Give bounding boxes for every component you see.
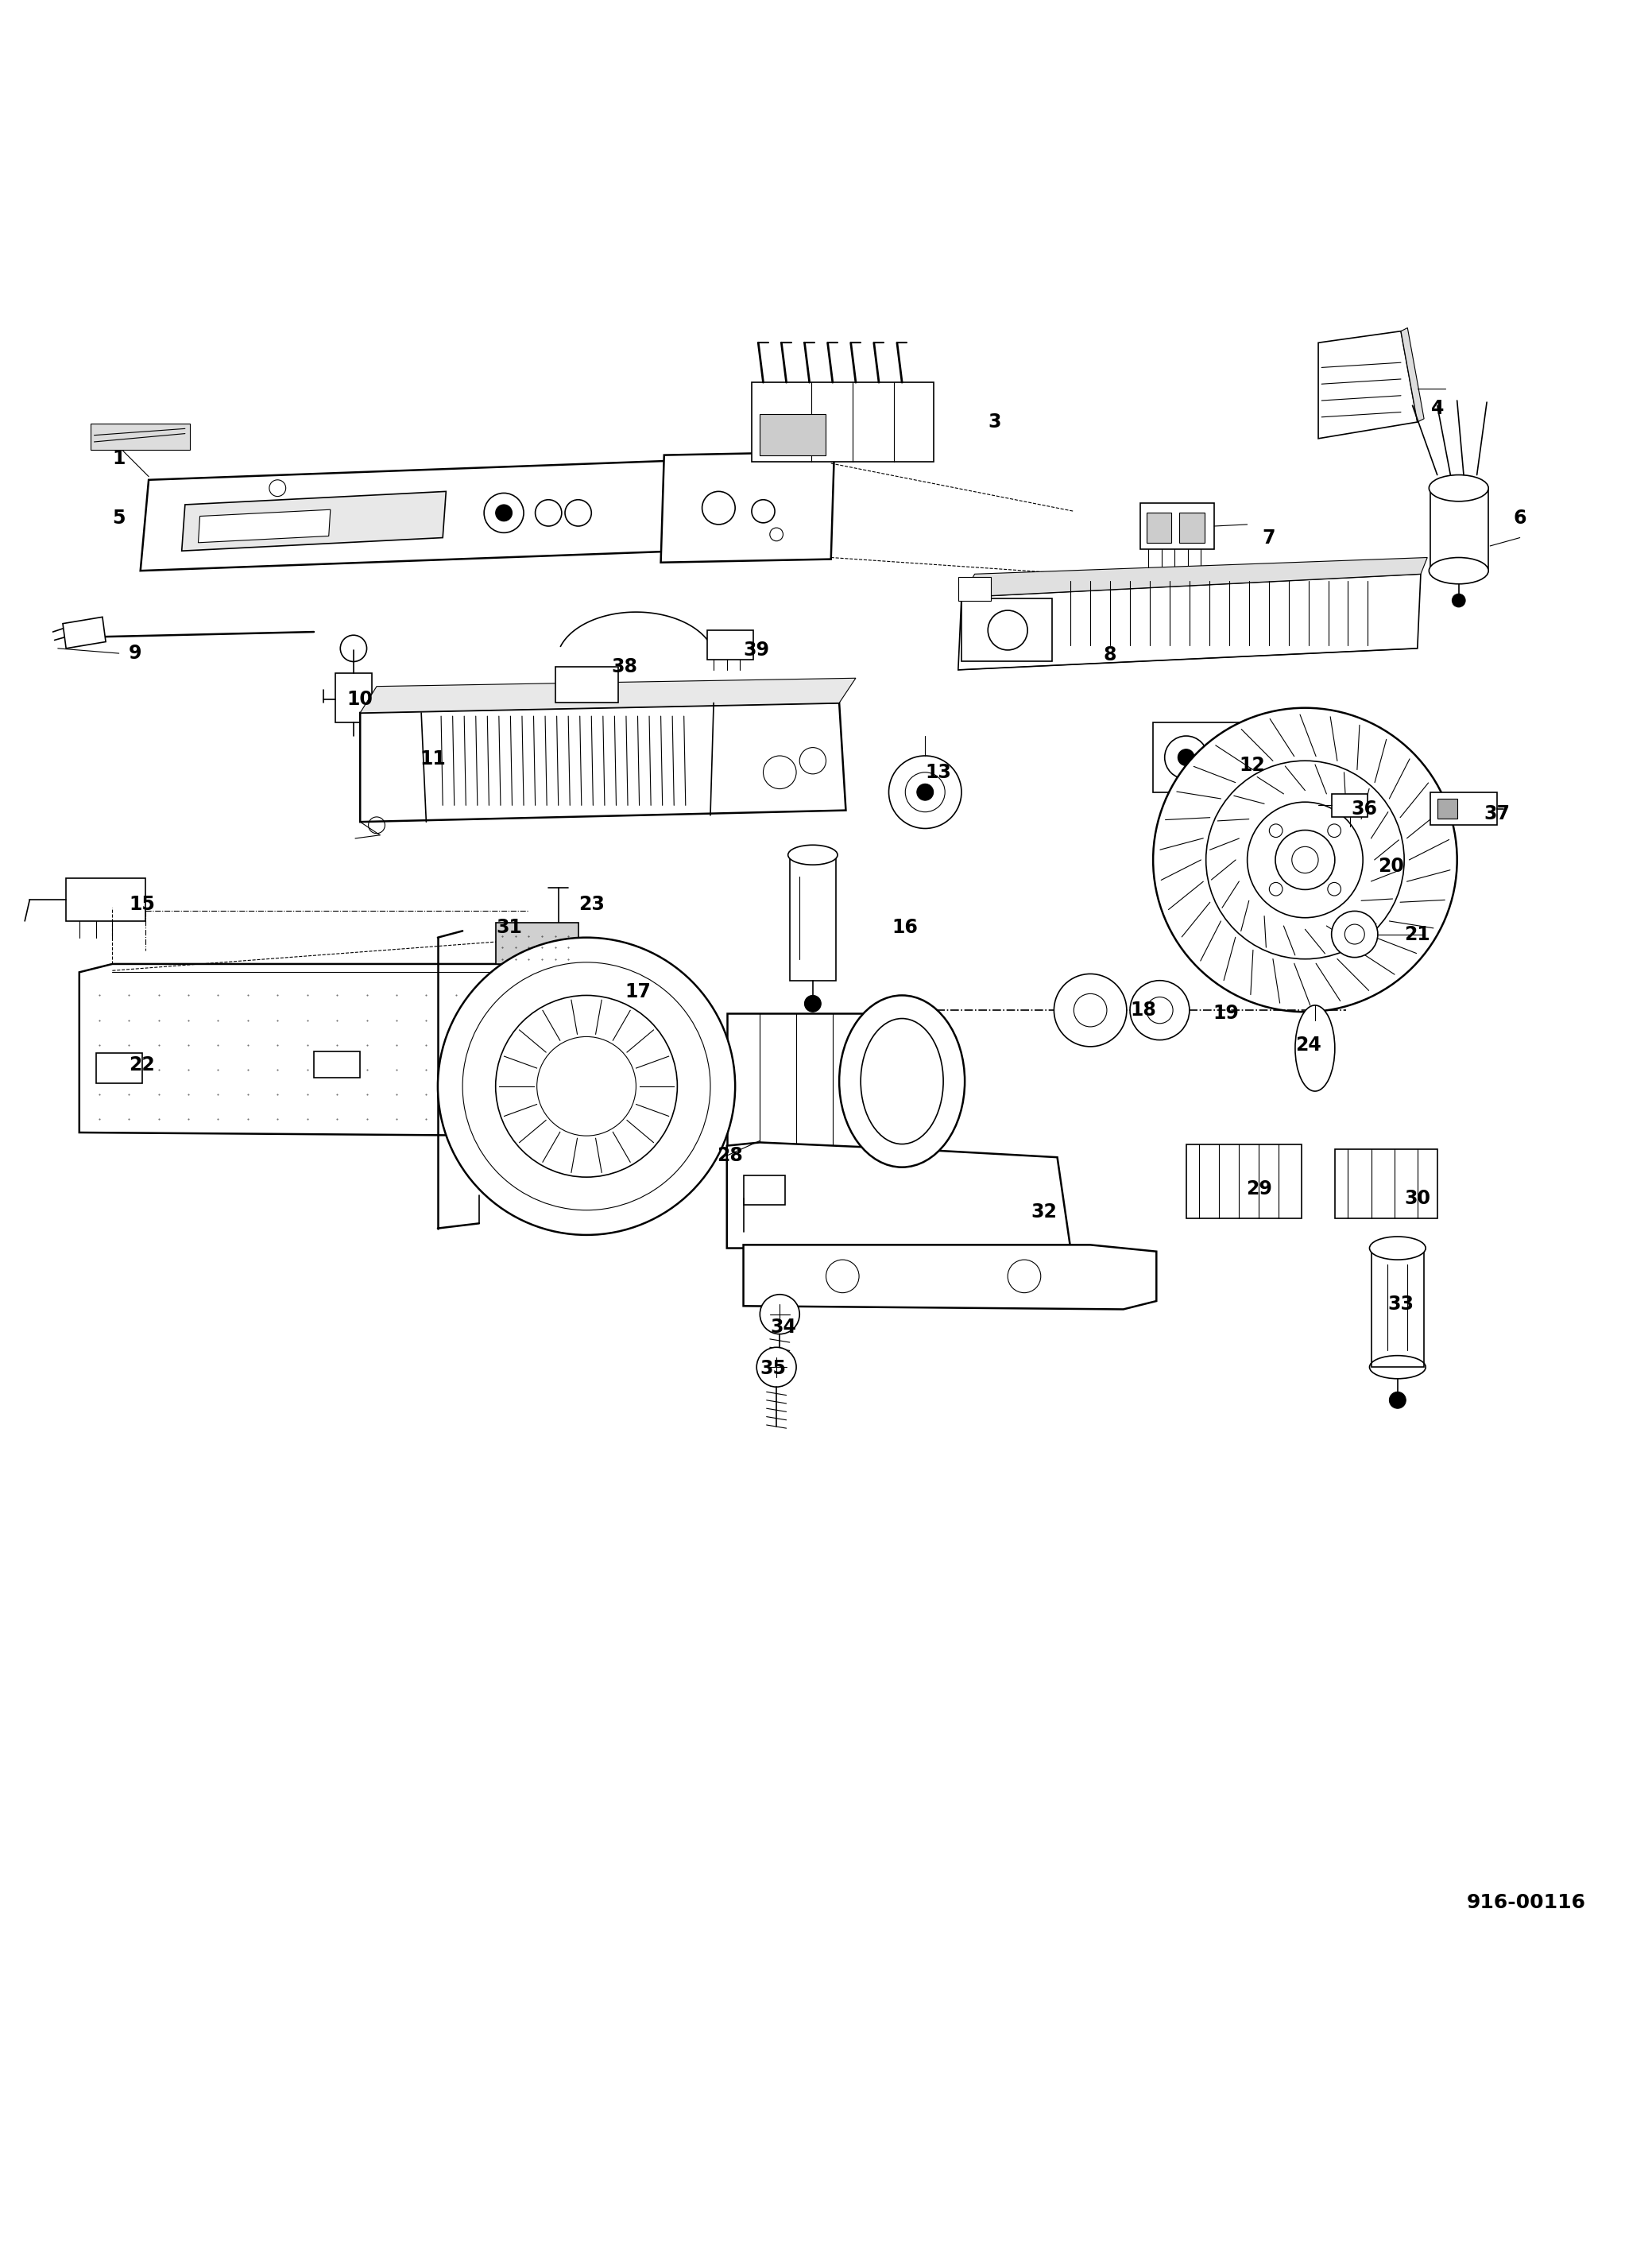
Text: 8: 8 <box>1104 646 1117 664</box>
Text: 23: 23 <box>578 895 605 915</box>
Bar <box>743 1176 785 1205</box>
Text: 11: 11 <box>420 750 446 768</box>
Text: 4: 4 <box>1431 399 1444 419</box>
Circle shape <box>1332 911 1378 958</box>
Text: 30: 30 <box>1404 1189 1431 1207</box>
Ellipse shape <box>839 994 965 1166</box>
Text: 12: 12 <box>1239 757 1265 775</box>
Text: 36: 36 <box>1351 800 1378 818</box>
Bar <box>1332 793 1368 818</box>
Text: 32: 32 <box>1031 1203 1057 1221</box>
Circle shape <box>757 1348 796 1386</box>
Polygon shape <box>961 557 1427 598</box>
Circle shape <box>1452 593 1465 607</box>
Polygon shape <box>1401 328 1424 421</box>
Bar <box>760 414 826 455</box>
Circle shape <box>917 784 933 800</box>
Polygon shape <box>63 616 106 648</box>
Circle shape <box>1178 750 1194 766</box>
Text: 7: 7 <box>1262 528 1275 548</box>
Bar <box>961 598 1052 661</box>
Polygon shape <box>360 677 856 713</box>
Text: 13: 13 <box>925 763 952 781</box>
Text: 16: 16 <box>892 917 919 938</box>
Bar <box>1146 512 1171 544</box>
Bar <box>1431 793 1497 824</box>
Bar <box>1180 512 1204 544</box>
Circle shape <box>496 505 512 521</box>
Text: 19: 19 <box>1213 1003 1239 1024</box>
Bar <box>1153 723 1252 793</box>
Ellipse shape <box>788 845 838 865</box>
Bar <box>1335 1148 1437 1219</box>
Polygon shape <box>958 573 1421 670</box>
Text: 34: 34 <box>770 1318 796 1336</box>
Text: 22: 22 <box>129 1055 155 1074</box>
Polygon shape <box>661 451 834 562</box>
Text: 1: 1 <box>112 448 126 469</box>
Text: 31: 31 <box>496 917 522 938</box>
Circle shape <box>805 994 821 1012</box>
Bar <box>958 578 991 600</box>
Text: 39: 39 <box>743 641 770 659</box>
Ellipse shape <box>1370 1237 1426 1259</box>
Circle shape <box>1206 761 1404 958</box>
Text: 29: 29 <box>1246 1180 1272 1198</box>
Circle shape <box>496 994 677 1178</box>
Ellipse shape <box>1429 557 1488 584</box>
Bar <box>66 879 145 922</box>
Bar <box>335 673 372 723</box>
Text: 10: 10 <box>347 691 373 709</box>
Text: 5: 5 <box>112 507 126 528</box>
Text: 3: 3 <box>988 412 1001 433</box>
Bar <box>91 424 190 451</box>
Circle shape <box>1247 802 1363 917</box>
Bar <box>1437 800 1457 818</box>
Circle shape <box>889 757 961 829</box>
Bar <box>96 1053 142 1083</box>
Text: 15: 15 <box>129 895 155 915</box>
Polygon shape <box>182 492 446 550</box>
Polygon shape <box>743 1246 1156 1309</box>
Bar <box>707 630 753 659</box>
Ellipse shape <box>1429 476 1488 501</box>
Text: 24: 24 <box>1295 1035 1322 1055</box>
Text: 37: 37 <box>1483 804 1510 822</box>
Polygon shape <box>140 455 826 571</box>
Polygon shape <box>727 1142 1070 1248</box>
Text: 18: 18 <box>1130 1001 1156 1019</box>
Bar <box>555 666 618 702</box>
Circle shape <box>760 1293 800 1334</box>
Bar <box>314 1051 360 1078</box>
Circle shape <box>1130 981 1189 1040</box>
Polygon shape <box>1318 331 1417 439</box>
Text: 21: 21 <box>1404 924 1431 945</box>
Bar <box>1140 503 1214 548</box>
Text: 33: 33 <box>1388 1296 1414 1314</box>
Bar <box>1186 1144 1302 1219</box>
Circle shape <box>438 938 735 1234</box>
Polygon shape <box>79 965 562 1135</box>
Bar <box>1371 1248 1424 1368</box>
Text: 20: 20 <box>1378 856 1404 877</box>
Text: 916-00116: 916-00116 <box>1467 1894 1586 1912</box>
Text: 28: 28 <box>717 1146 743 1164</box>
Polygon shape <box>360 702 846 822</box>
Text: 35: 35 <box>760 1359 786 1379</box>
Circle shape <box>1153 709 1457 1012</box>
Circle shape <box>1054 974 1127 1046</box>
Bar <box>496 922 578 965</box>
Text: 9: 9 <box>129 643 142 664</box>
Bar <box>727 1012 900 1148</box>
Text: 38: 38 <box>611 657 638 675</box>
Circle shape <box>548 929 568 947</box>
Bar <box>752 383 933 462</box>
Text: 17: 17 <box>624 983 651 1001</box>
Polygon shape <box>198 510 330 544</box>
Text: 6: 6 <box>1513 507 1526 528</box>
Circle shape <box>1389 1393 1406 1409</box>
Bar <box>1431 489 1488 571</box>
Ellipse shape <box>1295 1006 1335 1092</box>
Bar <box>790 854 836 981</box>
